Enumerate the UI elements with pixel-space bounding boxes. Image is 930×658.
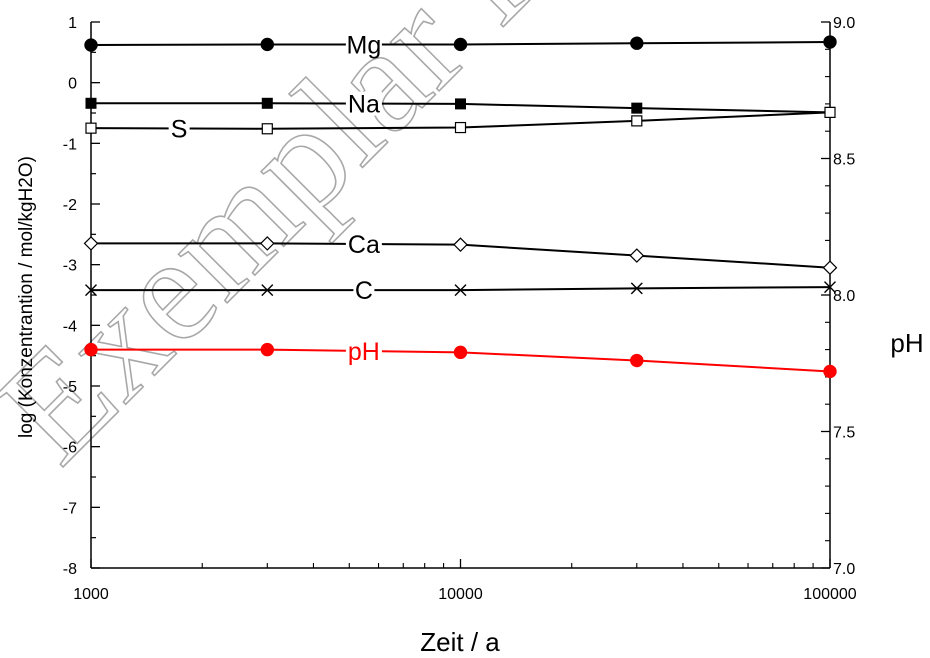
watermark-text: Exemplar für <box>0 0 647 494</box>
data-point <box>454 284 467 297</box>
data-point <box>260 37 274 52</box>
x-tick-label: 100000 <box>803 586 856 603</box>
y-tick-label: 0 <box>68 76 77 93</box>
y-axis-title: log (Konzentrantion / mol/kgH2O) <box>16 156 37 438</box>
series-label: S <box>171 115 188 143</box>
series-label-bg <box>345 32 382 57</box>
series-label: pH <box>348 338 380 366</box>
series-layer: Mg Na S Ca CpH <box>83 31 838 379</box>
y-tick-label: -8 <box>63 561 77 578</box>
series-mg: Mg <box>84 31 837 59</box>
series-label: C <box>355 277 373 305</box>
axis-titles: Zeit / a log (Konzentrantion / mol/kgH2O… <box>16 156 924 657</box>
series-label-bg <box>345 91 382 116</box>
y2-tick-label: 9.0 <box>833 15 855 32</box>
x-tick-label: 1000 <box>73 586 109 603</box>
y2-tick-label: 8.0 <box>833 288 855 305</box>
data-point <box>85 122 97 134</box>
series-label: Na <box>348 91 380 119</box>
y-tick-label: 1 <box>68 15 77 32</box>
data-point <box>261 284 274 297</box>
series-ca: Ca <box>83 231 838 276</box>
y-tick-label: -1 <box>63 136 77 153</box>
data-point <box>824 281 836 294</box>
data-point <box>630 353 644 368</box>
y-tick-label: -4 <box>63 318 77 335</box>
data-point <box>630 36 644 50</box>
data-point <box>85 97 97 109</box>
data-point <box>84 342 98 357</box>
x-axis-title: Zeit / a <box>420 627 500 657</box>
series-ph: pH <box>84 338 837 379</box>
y-tick-label: -6 <box>63 440 77 457</box>
series-label-bg <box>345 232 382 257</box>
data-point <box>454 121 467 134</box>
series-label-bg <box>168 116 190 141</box>
data-point <box>823 35 837 49</box>
data-point <box>261 123 273 135</box>
series-c: C <box>85 277 836 305</box>
y2-axis-title: pH <box>890 328 923 358</box>
y2-tick-label: 7.5 <box>833 425 855 442</box>
data-point <box>824 106 836 118</box>
data-point <box>822 260 838 276</box>
y-tick-label: -7 <box>63 500 77 517</box>
y-tick-label: -3 <box>63 258 77 275</box>
x-tick-label: 10000 <box>438 586 483 603</box>
data-point <box>631 115 643 127</box>
data-point <box>85 284 97 297</box>
data-point <box>453 345 468 360</box>
series-label: Mg <box>347 31 382 59</box>
data-point <box>259 236 275 251</box>
series-label: Ca <box>348 231 380 259</box>
y-tick-label: -5 <box>63 379 77 396</box>
data-point <box>629 248 645 263</box>
watermark: Exemplar für <box>0 0 647 494</box>
data-point <box>453 237 468 252</box>
data-point <box>83 236 99 251</box>
y2-tick-label: 8.5 <box>833 152 855 169</box>
data-point <box>261 97 273 109</box>
series-label-bg <box>345 338 382 363</box>
y-tick-label: -2 <box>63 197 77 214</box>
data-point <box>453 37 468 52</box>
axes: -8 -7 -6 -5 -4 -3 -2 -1 0 1 7.0 7.5 8.0 8.5 9.0 1000 100… <box>63 15 857 603</box>
series-label-bg <box>353 278 375 303</box>
data-point <box>631 102 643 114</box>
series-s: S <box>85 106 836 143</box>
data-point <box>455 98 466 110</box>
data-point <box>260 342 274 357</box>
data-point <box>630 282 643 295</box>
data-point <box>84 38 98 52</box>
data-point <box>823 364 837 379</box>
y2-tick-label: 7.0 <box>833 561 855 578</box>
